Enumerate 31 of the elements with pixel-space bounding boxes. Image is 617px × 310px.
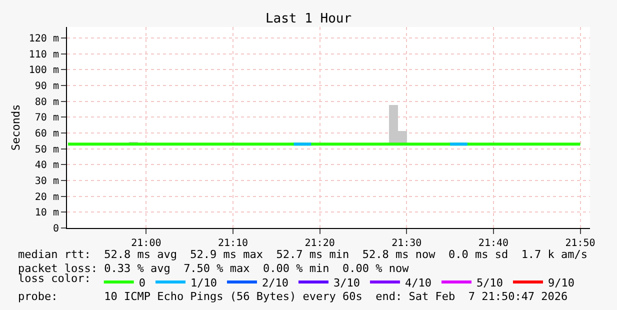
- text: median rtt: 52.8 ms avg 52.9 ms max 52.7 ms min 52.8 ms now 0.0 ms sd 1.7 k am/s: [18, 248, 588, 261]
- y-tick-label: 50 m: [34, 144, 59, 156]
- y-tick-label: 80 m: [34, 96, 59, 108]
- y-tick-label: 120 m: [28, 34, 59, 45]
- y-tick-label: 110 m: [28, 49, 59, 60]
- legend-label: 1/10: [190, 276, 217, 290]
- legend-label: 9/10: [548, 276, 574, 290]
- y-axis-title: Seconds: [10, 104, 23, 151]
- y-tick-label: 70 m: [34, 112, 59, 124]
- text: probe: 10 ICMP Echo Pings (56 Bytes) every 60s end: Sat Feb 7 21:50:47 2026: [18, 290, 568, 303]
- x-tick-label: 21:00: [131, 238, 162, 249]
- legend-label: 3/10: [333, 276, 360, 290]
- y-tick-label: 60 m: [34, 128, 59, 140]
- x-tick-label: 21:20: [304, 238, 335, 249]
- legend-label: 2/10: [262, 276, 288, 290]
- x-tick-label: 21:40: [478, 238, 509, 249]
- chart-title: Last 1 Hour: [265, 12, 352, 27]
- y-tick-label: 100 m: [28, 65, 59, 76]
- legend-label: 5/10: [476, 276, 503, 290]
- y-tick-label: 0: [52, 224, 59, 234]
- y-tick-label: 30 m: [34, 176, 59, 188]
- x-tick-label: 21:30: [392, 238, 422, 249]
- x-tick-label: 21:10: [218, 238, 248, 249]
- text: packet loss: 0.33 % avg 7.50 % max 0.00 % min 0.00 % now: [18, 262, 410, 275]
- legend-label: 0: [138, 276, 146, 290]
- y-tick-label: 20 m: [34, 192, 59, 203]
- y-tick-label: 40 m: [34, 160, 59, 172]
- y-tick-label: 90 m: [34, 81, 59, 92]
- x-tick-label: 21:50: [565, 238, 596, 249]
- legend-label: 4/10: [404, 276, 432, 290]
- y-tick-label: 10 m: [34, 208, 59, 219]
